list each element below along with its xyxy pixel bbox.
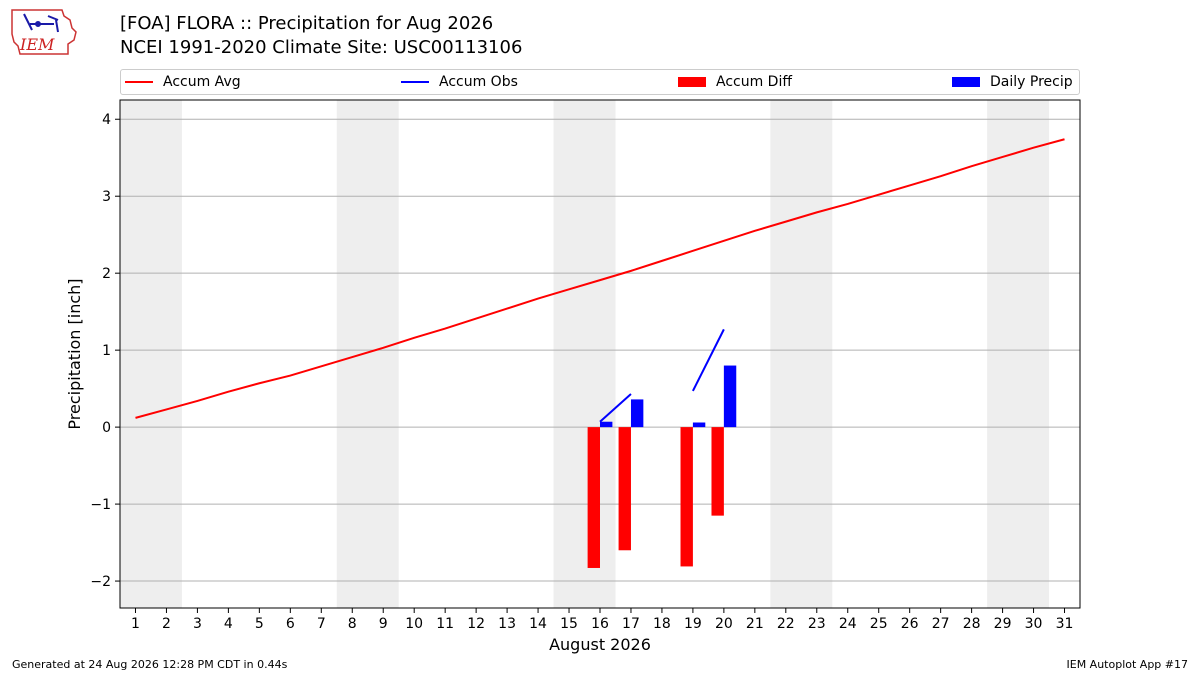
x-tick-label-23: 23 bbox=[808, 616, 826, 632]
x-tick-label-13: 13 bbox=[498, 616, 516, 632]
x-tick-label-8: 8 bbox=[348, 616, 357, 632]
accum-diff-bar-16 bbox=[587, 427, 600, 568]
x-tick-label-11: 11 bbox=[436, 616, 454, 632]
daily-precip-bar-19 bbox=[692, 422, 706, 428]
legend-item-accum-avg: Accum Avg bbox=[125, 70, 241, 94]
x-tick-label-5: 5 bbox=[255, 616, 264, 632]
x-tick-label-27: 27 bbox=[932, 616, 950, 632]
chart-subtitle: NCEI 1991-2020 Climate Site: USC00113106 bbox=[120, 37, 523, 58]
x-axis-label: August 2026 bbox=[549, 635, 651, 654]
y-axis-label: Precipitation [inch] bbox=[65, 278, 84, 429]
legend-swatch-daily-precip bbox=[952, 77, 980, 87]
x-tick-label-14: 14 bbox=[529, 616, 547, 632]
x-tick-label-10: 10 bbox=[405, 616, 423, 632]
app-credit: IEM Autoplot App #17 bbox=[1066, 658, 1189, 671]
weekend-band-3 bbox=[770, 100, 833, 608]
x-tick-label-1: 1 bbox=[131, 616, 140, 632]
x-tick-label-20: 20 bbox=[715, 616, 733, 632]
legend-label-accum-diff: Accum Diff bbox=[716, 74, 793, 90]
generated-timestamp: Generated at 24 Aug 2026 12:28 PM CDT in… bbox=[12, 658, 288, 671]
x-tick-label-2: 2 bbox=[162, 616, 171, 632]
x-tick-label-7: 7 bbox=[317, 616, 326, 632]
weather-station-icon bbox=[23, 13, 59, 33]
legend-label-daily-precip: Daily Precip bbox=[990, 74, 1073, 90]
y-tick-label-6: 4 bbox=[102, 112, 111, 128]
x-tick-label-31: 31 bbox=[1056, 616, 1074, 632]
x-tick-label-24: 24 bbox=[839, 616, 857, 632]
x-tick-label-9: 9 bbox=[379, 616, 388, 632]
x-tick-label-26: 26 bbox=[901, 616, 919, 632]
x-tick-label-6: 6 bbox=[286, 616, 295, 632]
y-tick-label-0: −2 bbox=[90, 574, 111, 590]
x-tick-label-19: 19 bbox=[684, 616, 702, 632]
weekend-band-0 bbox=[120, 100, 182, 608]
x-tick-label-21: 21 bbox=[746, 616, 764, 632]
logo-text: IEM bbox=[19, 35, 55, 54]
x-tick-label-25: 25 bbox=[870, 616, 888, 632]
x-tick-label-4: 4 bbox=[224, 616, 233, 632]
accum-diff-bar-19 bbox=[680, 427, 693, 567]
accum-obs-line-1 bbox=[692, 328, 725, 392]
daily-precip-bar-17 bbox=[630, 399, 644, 428]
accum-avg-line bbox=[135, 138, 1065, 419]
x-tick-label-15: 15 bbox=[560, 616, 578, 632]
weekend-band-1 bbox=[336, 100, 399, 608]
x-tick-label-16: 16 bbox=[591, 616, 609, 632]
y-tick-label-1: −1 bbox=[90, 497, 111, 513]
chart-title: [FOA] FLORA :: Precipitation for Aug 202… bbox=[120, 13, 494, 34]
y-tick-label-2: 0 bbox=[102, 420, 111, 436]
weekend-band-4 bbox=[987, 100, 1050, 608]
legend-swatch-accum-diff bbox=[678, 77, 706, 87]
legend-swatch-accum-avg bbox=[125, 81, 153, 83]
x-tick-label-22: 22 bbox=[777, 616, 795, 632]
x-tick-label-3: 3 bbox=[193, 616, 202, 632]
daily-precip-bar-16 bbox=[600, 421, 613, 428]
x-tick-label-29: 29 bbox=[994, 616, 1012, 632]
legend-item-accum-diff: Accum Diff bbox=[678, 70, 792, 94]
weekend-band-2 bbox=[553, 100, 616, 608]
y-tick-label-4: 2 bbox=[102, 266, 111, 282]
y-tick-label-3: 1 bbox=[102, 343, 111, 359]
x-tick-label-17: 17 bbox=[622, 616, 640, 632]
accum-diff-bar-20 bbox=[711, 427, 724, 516]
legend-swatch-accum-obs bbox=[401, 81, 429, 83]
accum-diff-bar-17 bbox=[618, 427, 631, 551]
legend-item-accum-obs: Accum Obs bbox=[401, 70, 518, 94]
x-tick-label-18: 18 bbox=[653, 616, 671, 632]
y-tick-label-5: 3 bbox=[102, 189, 111, 205]
legend-item-daily-precip: Daily Precip bbox=[952, 70, 1073, 94]
chart-legend: Accum Avg Accum Obs Accum Diff Daily Pre… bbox=[120, 69, 1080, 95]
iem-logo: IEM bbox=[11, 9, 77, 55]
x-tick-label-12: 12 bbox=[467, 616, 485, 632]
x-tick-label-28: 28 bbox=[963, 616, 981, 632]
legend-label-accum-avg: Accum Avg bbox=[163, 74, 241, 90]
daily-precip-bar-20 bbox=[723, 365, 737, 428]
legend-label-accum-obs: Accum Obs bbox=[439, 74, 518, 90]
x-tick-label-30: 30 bbox=[1025, 616, 1043, 632]
accum-obs-line-0 bbox=[599, 393, 632, 423]
